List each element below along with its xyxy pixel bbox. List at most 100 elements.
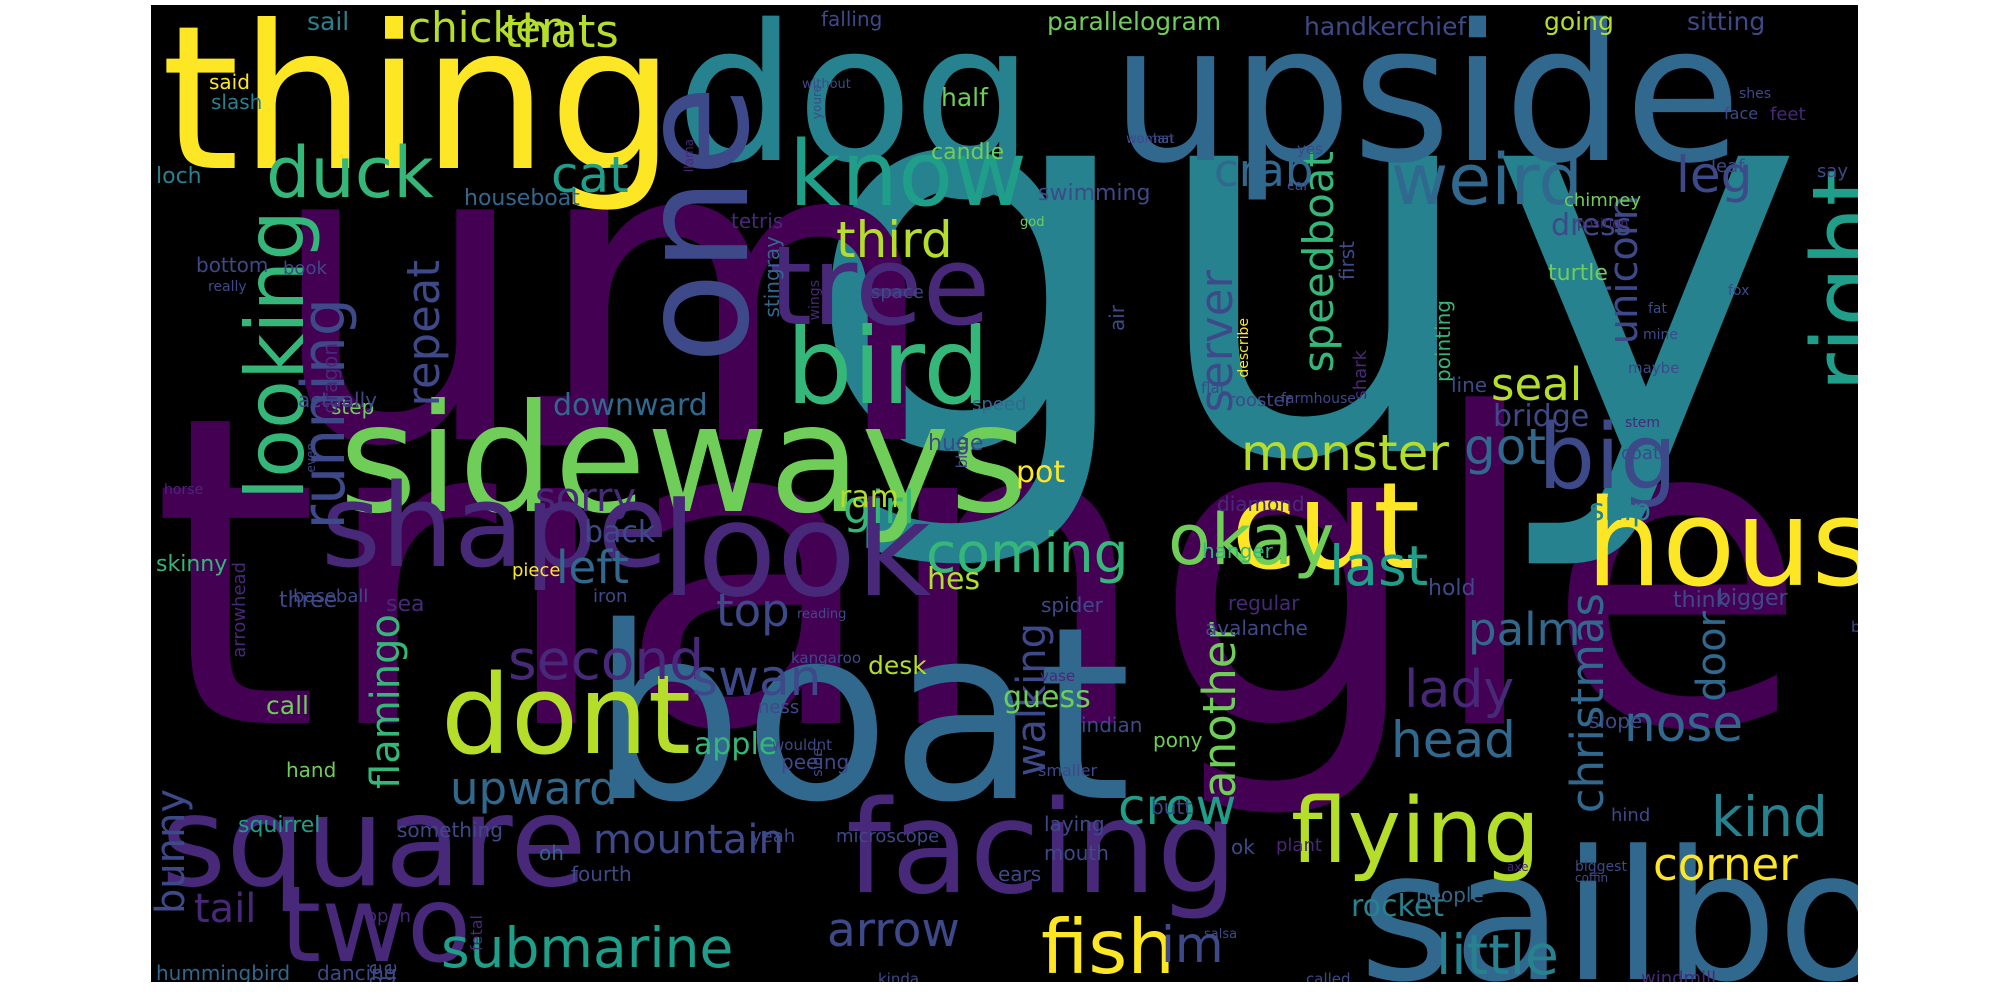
word-downward: downward [553, 388, 708, 423]
word-falling: falling [821, 7, 883, 31]
word-biggest: biggest [1575, 859, 1627, 875]
word-um: um [266, 50, 942, 539]
word-big: big [1538, 405, 1678, 510]
word-speed: speed [972, 394, 1027, 415]
word-triangle: triangle [151, 325, 1809, 825]
word-hold: hold [1428, 576, 1476, 601]
word-coming: coming [926, 521, 1129, 585]
word-tetris: tetris [731, 209, 784, 233]
word-fish: fish [1041, 903, 1175, 983]
word-shark: shark [1350, 350, 1371, 400]
word-flat: flat [1201, 379, 1226, 397]
word-weird: weird [1391, 139, 1583, 221]
word-guy: guy [801, 5, 1806, 579]
word-loch: loch [156, 164, 202, 189]
word-arrowhead: arrowhead [229, 562, 250, 658]
word-dancing: dancing [317, 961, 397, 982]
word-reading: reading [797, 607, 847, 622]
word-hanger: hanger [1202, 539, 1273, 563]
word-think: think [1673, 588, 1729, 613]
word-piece: piece [512, 560, 561, 581]
word-laying: laying [1044, 812, 1105, 836]
word-boat: boat [591, 575, 1132, 855]
word-sailboat: sailboat [1359, 813, 1858, 983]
word-dog: dog [676, 5, 1034, 205]
word-door: door [1689, 611, 1735, 702]
word-coffin: coffin [1575, 871, 1609, 885]
word-kind: kind [1711, 785, 1828, 849]
word-axe: axe [1507, 860, 1529, 874]
word-cloud: triangle guy um boat dog upside thing one sidewa… [151, 5, 1858, 982]
word-actually: actually [298, 388, 377, 412]
word-swimming: swimming [1038, 181, 1151, 206]
word-plant: plant [1276, 835, 1322, 856]
word-yeah: yeah [751, 826, 796, 847]
word-dress: dress [1551, 208, 1632, 243]
word-bird: bird [786, 306, 990, 428]
word-turtle: turtle [1548, 261, 1608, 286]
word-microscope: microscope [836, 826, 940, 847]
word-iron: iron [593, 586, 628, 607]
word-mine: mine [1643, 327, 1679, 343]
word-apple: apple [694, 727, 778, 762]
word-bunny: bunny [151, 789, 194, 915]
word-cut: cut [1231, 458, 1421, 597]
word-square: square [161, 770, 587, 915]
word-baseball: baseball [293, 586, 369, 607]
word-cat: cat [551, 146, 629, 204]
word-right: right [1793, 169, 1858, 393]
word-step: step [331, 395, 375, 419]
word-called: called [1306, 970, 1351, 983]
word-slope: slope [1589, 709, 1643, 733]
word-yes: yes [1297, 140, 1323, 158]
word-rooster: rooster [1228, 390, 1292, 411]
word-chimney: chimney [1564, 190, 1641, 211]
word-shape: shape [321, 460, 669, 594]
word-little: little [1436, 923, 1559, 983]
word-head: head [1391, 711, 1516, 769]
word-leg: leg [1676, 146, 1753, 204]
word-pony: pony [1153, 728, 1203, 752]
word-without: without [802, 77, 851, 92]
word-mouth: mouth [1044, 841, 1109, 865]
word-hes: hes [927, 562, 981, 597]
word-leaf: leaf [1711, 156, 1745, 177]
word-submarine: submarine [441, 916, 734, 980]
word-even: even [304, 443, 318, 473]
word-skinny: skinny [156, 552, 228, 577]
word-bear: bear [1851, 618, 1858, 636]
word-pot: pot [1016, 455, 1066, 490]
word-butt: butt [1151, 795, 1193, 819]
word-look: look [661, 474, 932, 626]
word-corner: corner [1653, 838, 1798, 891]
word-people: people [1416, 883, 1484, 907]
word-fetal: fetal [467, 915, 486, 951]
word-said: said [209, 70, 250, 94]
word-crow: crow [1118, 778, 1237, 836]
word-back: back [584, 515, 656, 550]
word-girl: girl [843, 481, 916, 534]
word-nose: nose [1624, 695, 1744, 753]
word-pointing: pointing [1431, 300, 1455, 382]
word-repeat: repeat [397, 260, 450, 407]
word-seal: seal [1491, 358, 1583, 411]
word-huge: huge [928, 431, 984, 456]
word-space: space [871, 282, 924, 303]
word-ram: ram [839, 480, 899, 515]
word-candle: candle [931, 140, 1005, 165]
word-face: face [1724, 104, 1759, 123]
word-house: house [1586, 475, 1858, 614]
word-ness: ness [758, 697, 800, 718]
word-hat: hat [1153, 132, 1175, 147]
word-guess: guess [1003, 680, 1091, 715]
word-bridge: bridge [1493, 399, 1590, 434]
word-got: got [1464, 418, 1546, 476]
word-sail: sail [307, 7, 350, 36]
word-kangaroo: kangaroo [791, 649, 862, 667]
word-slash: slash [211, 90, 263, 114]
word-im: im [1161, 916, 1224, 974]
word-air: air [1105, 305, 1129, 332]
word-houseboat: houseboat [464, 186, 580, 211]
word-peeing: peeing [781, 750, 850, 774]
word-dragon: dragon [318, 343, 342, 414]
